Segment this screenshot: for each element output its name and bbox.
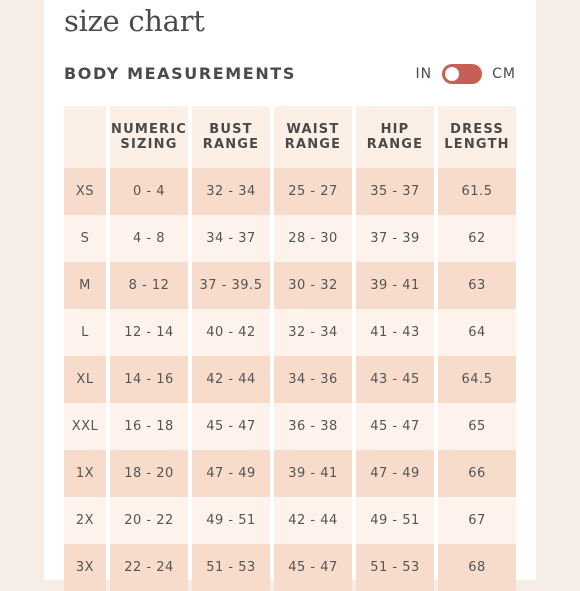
header-bust-range: BUST RANGE (192, 106, 270, 168)
table-row: 3X 22 - 24 51 - 53 45 - 47 51 - 53 68 (64, 544, 516, 591)
cell-numeric-sizing: 8 - 12 (110, 262, 188, 309)
section-title: BODY MEASUREMENTS (64, 64, 296, 83)
cell-dress-length: 68 (438, 544, 516, 591)
page-title: size chart (64, 4, 205, 38)
cell-size: 1X (64, 450, 106, 497)
cell-hip-range: 49 - 51 (356, 497, 434, 544)
cell-bust-range: 40 - 42 (192, 309, 270, 356)
cell-numeric-sizing: 14 - 16 (110, 356, 188, 403)
cell-waist-range: 36 - 38 (274, 403, 352, 450)
cell-hip-range: 43 - 45 (356, 356, 434, 403)
cell-waist-range: 30 - 32 (274, 262, 352, 309)
header-waist-range: WAIST RANGE (274, 106, 352, 168)
cell-numeric-sizing: 20 - 22 (110, 497, 188, 544)
cell-bust-range: 47 - 49 (192, 450, 270, 497)
cell-size: 2X (64, 497, 106, 544)
cell-dress-length: 61.5 (438, 168, 516, 215)
cell-hip-range: 35 - 37 (356, 168, 434, 215)
unit-switch[interactable] (442, 64, 483, 84)
cell-bust-range: 51 - 53 (192, 544, 270, 591)
cell-waist-range: 34 - 36 (274, 356, 352, 403)
cell-hip-range: 45 - 47 (356, 403, 434, 450)
cell-numeric-sizing: 18 - 20 (110, 450, 188, 497)
cell-size: S (64, 215, 106, 262)
cell-size: L (64, 309, 106, 356)
cell-dress-length: 63 (438, 262, 516, 309)
header-dress-length: DRESS LENGTH (438, 106, 516, 168)
cell-bust-range: 45 - 47 (192, 403, 270, 450)
size-table: NUMERIC SIZING BUST RANGE WAIST RANGE HIP RA… (60, 106, 520, 591)
cell-size: XS (64, 168, 106, 215)
unit-label-cm[interactable]: CM (492, 66, 516, 82)
cell-waist-range: 32 - 34 (274, 309, 352, 356)
cell-hip-range: 41 - 43 (356, 309, 434, 356)
cell-waist-range: 28 - 30 (274, 215, 352, 262)
table-row: XL 14 - 16 42 - 44 34 - 36 43 - 45 64.5 (64, 356, 516, 403)
cell-dress-length: 67 (438, 497, 516, 544)
cell-bust-range: 49 - 51 (192, 497, 270, 544)
cell-numeric-sizing: 4 - 8 (110, 215, 188, 262)
cell-dress-length: 66 (438, 450, 516, 497)
cell-waist-range: 42 - 44 (274, 497, 352, 544)
cell-hip-range: 39 - 41 (356, 262, 434, 309)
header-numeric-sizing: NUMERIC SIZING (110, 106, 188, 168)
cell-numeric-sizing: 0 - 4 (110, 168, 188, 215)
cell-dress-length: 64.5 (438, 356, 516, 403)
table-row: 2X 20 - 22 49 - 51 42 - 44 49 - 51 67 (64, 497, 516, 544)
table-body: XS 0 - 4 32 - 34 25 - 27 35 - 37 61.5 S 4 - 8 34… (64, 168, 516, 591)
unit-toggle: IN CM (416, 64, 516, 84)
cell-waist-range: 39 - 41 (274, 450, 352, 497)
cell-dress-length: 64 (438, 309, 516, 356)
cell-bust-range: 32 - 34 (192, 168, 270, 215)
header-size (64, 106, 106, 168)
cell-dress-length: 62 (438, 215, 516, 262)
table-row: 1X 18 - 20 47 - 49 39 - 41 47 - 49 66 (64, 450, 516, 497)
table-header-row: NUMERIC SIZING BUST RANGE WAIST RANGE HIP RA… (64, 106, 516, 168)
cell-bust-range: 37 - 39.5 (192, 262, 270, 309)
cell-numeric-sizing: 16 - 18 (110, 403, 188, 450)
cell-bust-range: 34 - 37 (192, 215, 270, 262)
header-hip-range: HIP RANGE (356, 106, 434, 168)
table-row: XS 0 - 4 32 - 34 25 - 27 35 - 37 61.5 (64, 168, 516, 215)
cell-hip-range: 37 - 39 (356, 215, 434, 262)
cell-hip-range: 51 - 53 (356, 544, 434, 591)
size-chart-panel: size chart BODY MEASUREMENTS IN CM NUMER… (44, 0, 536, 591)
cell-numeric-sizing: 22 - 24 (110, 544, 188, 591)
table-row: XXL 16 - 18 45 - 47 36 - 38 45 - 47 65 (64, 403, 516, 450)
cell-hip-range: 47 - 49 (356, 450, 434, 497)
cell-bust-range: 42 - 44 (192, 356, 270, 403)
cell-numeric-sizing: 12 - 14 (110, 309, 188, 356)
cell-size: XXL (64, 403, 106, 450)
cell-waist-range: 25 - 27 (274, 168, 352, 215)
cell-size: M (64, 262, 106, 309)
cell-size: XL (64, 356, 106, 403)
unit-label-in[interactable]: IN (415, 66, 433, 82)
cell-size: 3X (64, 544, 106, 591)
switch-knob (445, 67, 460, 81)
table-row: L 12 - 14 40 - 42 32 - 34 41 - 43 64 (64, 309, 516, 356)
cell-dress-length: 65 (438, 403, 516, 450)
cell-waist-range: 45 - 47 (274, 544, 352, 591)
